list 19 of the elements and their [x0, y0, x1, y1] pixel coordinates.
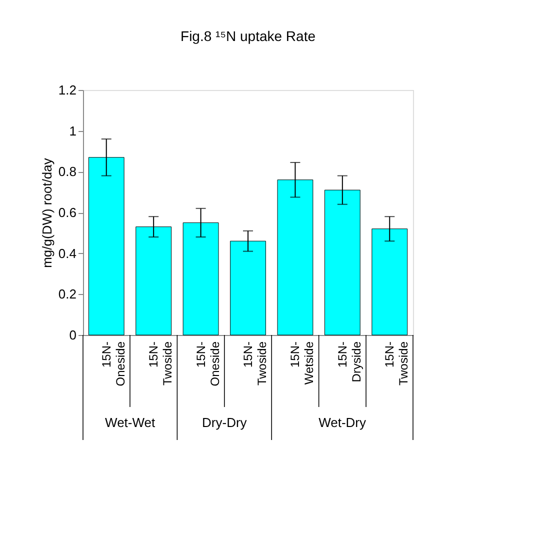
y-tick-label: 0.2 [58, 286, 76, 302]
text: Wet-Wet [105, 415, 156, 430]
x-tick-label: 15N-Twoside [241, 341, 269, 386]
x-tick-label: 15N-Oneside [99, 341, 128, 386]
y-tick-label: 0.6 [58, 205, 76, 220]
y-axis-title: mg/g(DW) root/day [39, 158, 54, 268]
x-tick-label: 15N-Oneside [194, 341, 222, 386]
text: Dry-Dry [202, 415, 248, 430]
y-tick-label: 0 [69, 328, 76, 342]
y-tick-label: 1 [69, 123, 76, 138]
y-tick-label: 0.4 [58, 246, 76, 261]
text: Wet-Dry [318, 415, 367, 430]
y-tick-label: 0.8 [58, 164, 76, 180]
y-tick-label: 1.2 [58, 82, 76, 98]
x-tick-label: 15N-Twoside [382, 341, 411, 386]
x-tick-label: 15N-Dryside [335, 341, 364, 382]
chart-title: Fig.8 ¹⁵N uptake Rate [180, 28, 316, 44]
x-tick-label: 15N-Wetside [288, 341, 316, 385]
x-tick-label: 15N-Twoside [146, 341, 175, 386]
